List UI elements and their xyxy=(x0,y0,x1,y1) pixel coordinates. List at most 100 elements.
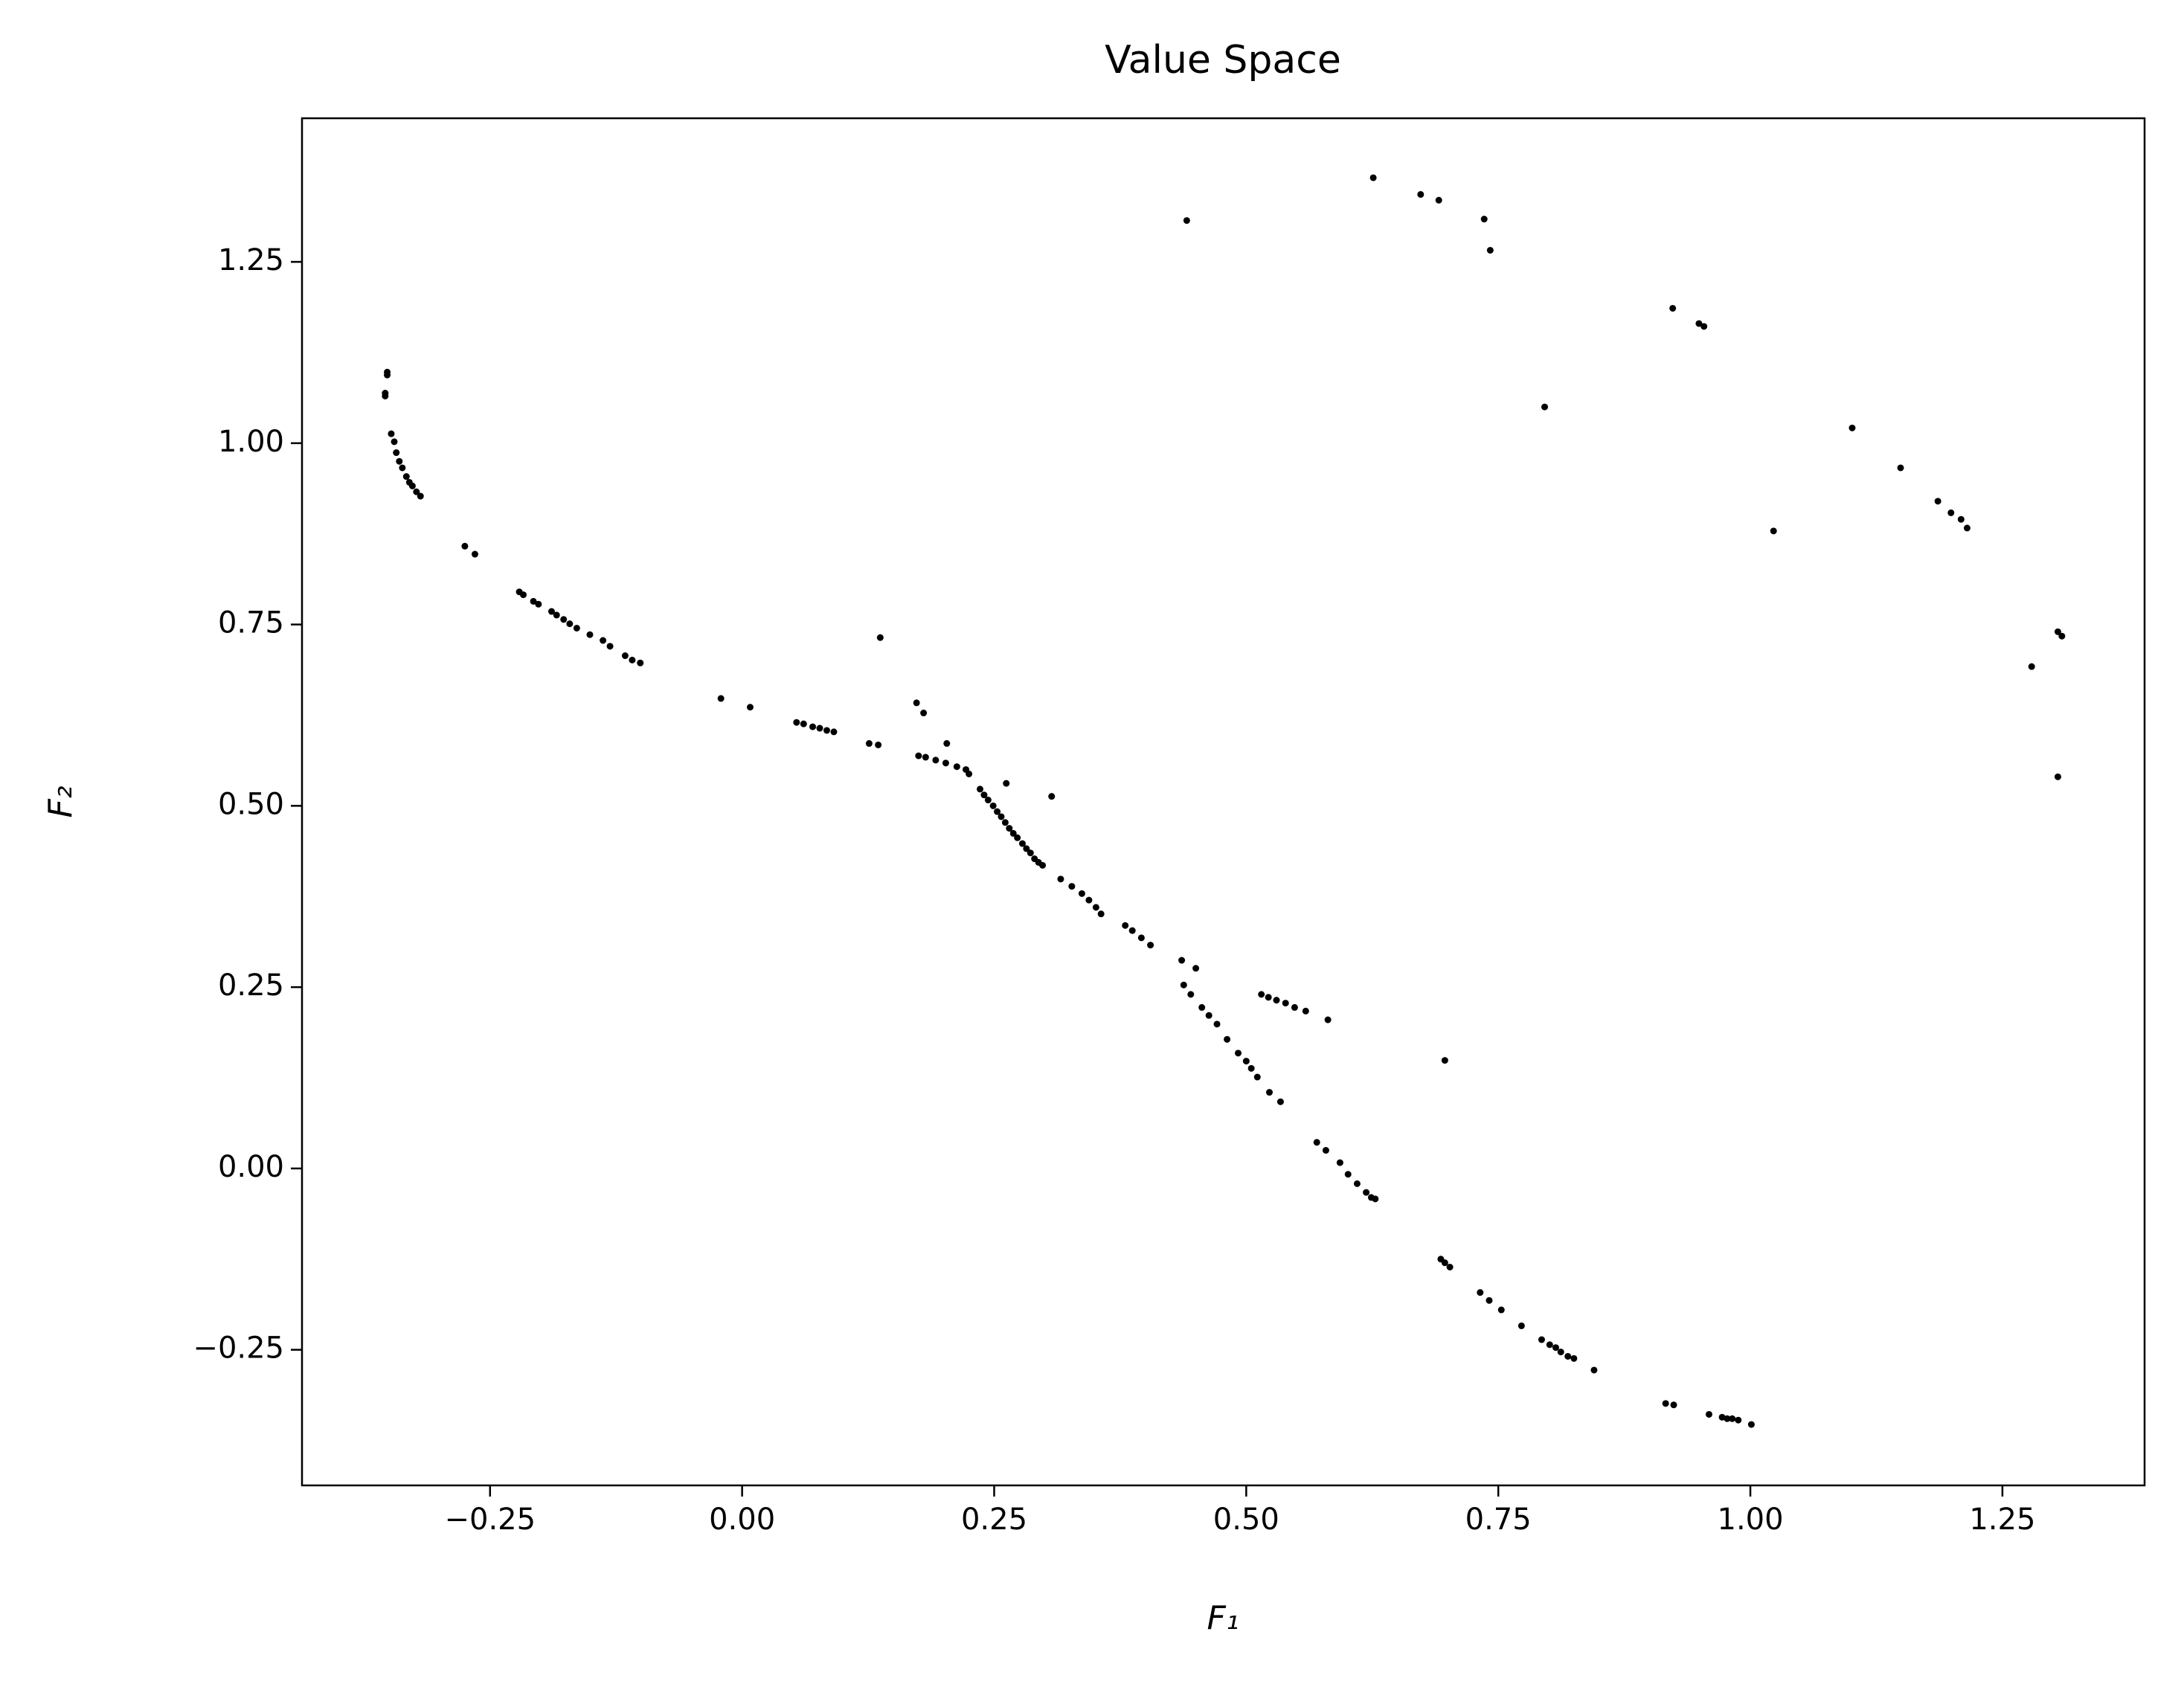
point xyxy=(553,611,560,619)
point xyxy=(408,482,416,489)
point xyxy=(547,608,555,615)
point xyxy=(1006,825,1013,832)
point xyxy=(1700,323,1708,330)
point xyxy=(816,724,823,732)
point xyxy=(586,631,594,638)
point xyxy=(1183,216,1190,224)
x-tick-label: 1.25 xyxy=(1969,1503,2035,1537)
point xyxy=(1517,1322,1525,1329)
point xyxy=(865,740,873,748)
point xyxy=(1369,174,1377,181)
point xyxy=(461,542,469,550)
point xyxy=(520,591,527,599)
point xyxy=(1092,904,1099,911)
point xyxy=(1552,1344,1559,1352)
point xyxy=(417,492,424,500)
point xyxy=(637,659,644,666)
point xyxy=(1486,246,1494,254)
point xyxy=(823,727,830,734)
y-tick-label: 1.25 xyxy=(218,243,284,277)
point xyxy=(1477,1289,1484,1296)
x-tick-label: 0.50 xyxy=(1213,1503,1279,1537)
y-axis-label: F₂ xyxy=(42,786,80,818)
point xyxy=(875,741,882,748)
point xyxy=(1097,910,1105,918)
point xyxy=(1770,527,1777,535)
point xyxy=(1669,304,1677,312)
point xyxy=(980,791,988,799)
point xyxy=(1670,1401,1677,1409)
point xyxy=(913,699,920,707)
point xyxy=(1302,1007,1309,1015)
point xyxy=(943,740,951,748)
point xyxy=(606,643,614,650)
point xyxy=(1001,819,1009,826)
point xyxy=(1322,1147,1329,1154)
point xyxy=(1187,991,1195,998)
point xyxy=(1273,997,1280,1004)
point xyxy=(920,710,928,717)
y-tick-label: −0.25 xyxy=(193,1331,284,1366)
point xyxy=(1205,1012,1213,1019)
point xyxy=(396,457,403,465)
point xyxy=(1137,934,1145,942)
point xyxy=(830,728,838,736)
point xyxy=(1128,927,1136,934)
point xyxy=(1441,1259,1448,1267)
point xyxy=(1724,1415,1731,1422)
point xyxy=(984,797,992,804)
point xyxy=(560,616,568,623)
point xyxy=(1747,1421,1755,1428)
point xyxy=(876,634,884,641)
point xyxy=(717,695,725,702)
point xyxy=(1291,1003,1298,1011)
y-tick-label: 1.00 xyxy=(218,425,284,459)
point xyxy=(2058,632,2066,640)
point xyxy=(1705,1410,1712,1418)
point xyxy=(942,759,949,767)
point xyxy=(1242,1058,1250,1065)
point xyxy=(1266,1089,1274,1096)
point xyxy=(2054,773,2061,780)
point xyxy=(1198,1003,1206,1011)
point xyxy=(1324,1016,1332,1023)
point xyxy=(966,770,973,777)
point xyxy=(535,600,542,608)
point xyxy=(1068,883,1076,890)
point xyxy=(1078,890,1085,897)
point xyxy=(809,723,817,730)
point xyxy=(1023,845,1030,852)
point xyxy=(1662,1400,1669,1407)
point xyxy=(1729,1415,1736,1422)
point xyxy=(1541,403,1549,411)
point xyxy=(922,753,929,761)
point xyxy=(793,719,800,726)
point xyxy=(915,752,922,759)
point xyxy=(393,449,400,457)
y-tick-label: 0.00 xyxy=(218,1150,284,1184)
point xyxy=(1276,1098,1284,1105)
point xyxy=(1039,861,1047,869)
point xyxy=(1497,1306,1505,1314)
point xyxy=(388,430,395,437)
point xyxy=(1963,524,1971,532)
point xyxy=(621,652,629,660)
point xyxy=(1027,849,1034,857)
point xyxy=(1192,965,1200,972)
point xyxy=(1313,1139,1320,1146)
point xyxy=(629,656,636,663)
point xyxy=(566,620,574,628)
point xyxy=(1718,1413,1726,1421)
point xyxy=(1417,190,1425,198)
point xyxy=(1180,981,1187,989)
point xyxy=(471,550,478,558)
y-tick-label: 0.25 xyxy=(218,968,284,1003)
point xyxy=(1336,1159,1343,1166)
x-tick-label: 0.00 xyxy=(709,1503,775,1537)
point xyxy=(1486,1296,1493,1304)
point xyxy=(1014,834,1021,841)
y-tick-label: 0.50 xyxy=(218,787,284,821)
point xyxy=(1009,829,1017,837)
